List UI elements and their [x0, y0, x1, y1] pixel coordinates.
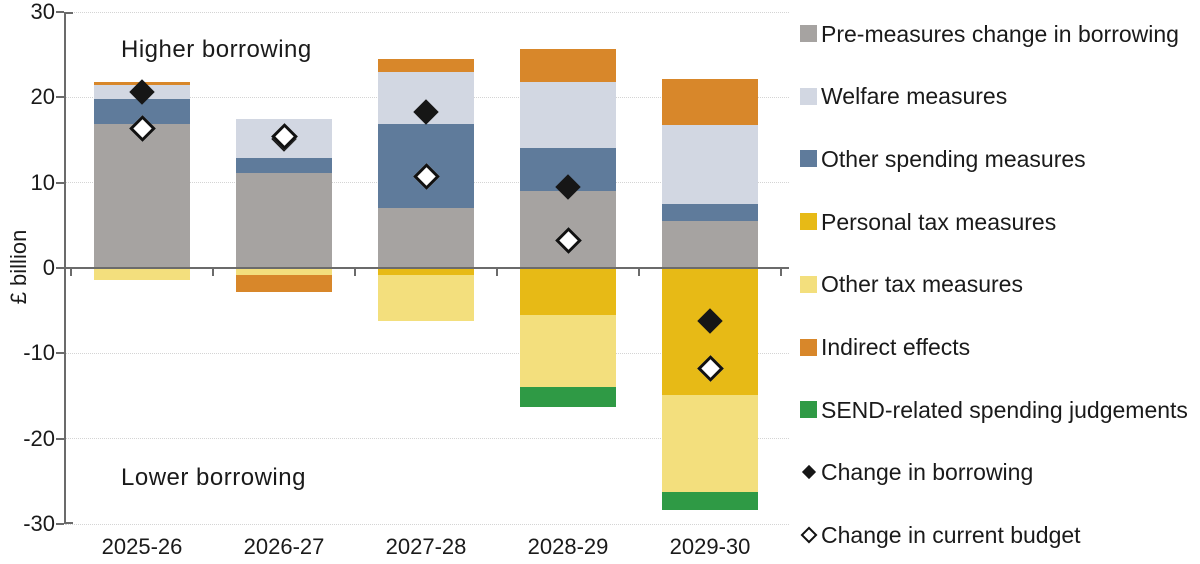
bar-segment-welfare-measures-2028-29: [520, 81, 616, 148]
legend-item-pre-measures-change-in-borrowing: Pre-measures change in borrowing: [800, 2, 1179, 65]
bar-segment-indirect-effects-2028-29: [520, 48, 616, 82]
bar-segment-send-related-spending-judgements-2029-30: [662, 491, 758, 511]
legend-item-label: Change in borrowing: [821, 459, 1034, 486]
legend-item-label: Personal tax measures: [821, 208, 1057, 235]
y-tick-label--20: -20: [23, 425, 55, 451]
y-axis-tick-20: [56, 96, 64, 99]
legend-item-other-spending-measures: Other spending measures: [800, 127, 1086, 190]
x-axis-tick: [496, 268, 498, 276]
legend-swatch-change-in-borrowing: [800, 464, 821, 481]
x-axis-tick: [638, 268, 640, 276]
bar-segment-personal-tax-measures-2028-29: [520, 268, 616, 315]
legend-swatch-indirect-effects: [800, 338, 817, 356]
gridline-30: [65, 11, 789, 13]
x-tick-label-2029-30: 2029-30: [669, 534, 751, 559]
bar-segment-send-related-spending-judgements-2028-29: [520, 387, 616, 408]
x-tick-label-2025-26: 2025-26: [101, 534, 183, 559]
legend-swatch-other-tax-measures: [800, 275, 817, 293]
legend-item-label: Other spending measures: [821, 145, 1086, 172]
legend-item-change-in-borrowing: Change in borrowing: [800, 441, 1033, 504]
x-axis-zero-line: [64, 267, 789, 269]
bar-segment-other-tax-measures-2025-26: [94, 268, 190, 280]
legend-swatch-change-in-current-budget: [800, 526, 821, 544]
x-tick-label-2026-27: 2026-27: [243, 534, 325, 559]
gridline--20: [65, 438, 789, 440]
bar-segment-other-tax-measures-2028-29: [520, 314, 616, 388]
legend-swatch-personal-tax-measures: [800, 213, 817, 231]
bar-segment-other-tax-measures-2027-28: [378, 274, 474, 321]
x-axis-tick: [780, 268, 782, 276]
y-axis-tick--20: [56, 437, 64, 440]
gridline--10: [65, 352, 789, 354]
legend-item-label: Indirect effects: [821, 334, 971, 360]
legend-item-indirect-effects: Indirect effects: [800, 316, 970, 379]
y-tick-label--30: -30: [23, 511, 55, 536]
y-tick-label-30: 30: [30, 0, 55, 24]
x-axis-tick: [70, 268, 72, 276]
y-axis-end-cap-bottom: [65, 522, 73, 524]
legend-item-label: Pre-measures change in borrowing: [821, 20, 1179, 47]
open-diamond-icon: [800, 526, 818, 544]
legend-item-change-in-current-budget: Change in current budget: [800, 504, 1081, 564]
legend-item-label: Other tax measures: [821, 271, 1023, 298]
legend-item-other-tax-measures: Other tax measures: [800, 253, 1023, 316]
y-axis-tick--10: [56, 352, 64, 355]
legend-item-send-related-spending-judgements: SEND-related spending judgements: [800, 378, 1188, 441]
legend-swatch-welfare-measures: [800, 87, 817, 105]
annotation-lower-borrowing: Lower borrowing: [121, 464, 306, 491]
bar-segment-pre-measures-change-in-borrowing-2029-30: [662, 221, 758, 268]
bar-segment-indirect-effects-2027-28: [378, 58, 474, 72]
y-axis-tick-30: [56, 11, 64, 13]
legend-swatch-send-related-spending-judgements: [800, 401, 817, 419]
filled-diamond-icon: [801, 465, 817, 480]
y-tick-label-0: 0: [42, 255, 55, 280]
bar-segment-indirect-effects-2029-30: [662, 78, 758, 126]
legend-item-label: Welfare measures: [821, 83, 1008, 110]
legend-item-personal-tax-measures: Personal tax measures: [800, 190, 1056, 253]
legend-swatch-pre-measures-change-in-borrowing: [800, 25, 817, 42]
legend-item-welfare-measures: Welfare measures: [800, 65, 1007, 128]
y-axis-line: [64, 12, 66, 524]
y-axis-tick-0: [56, 267, 64, 269]
x-axis-tick: [212, 268, 214, 276]
bar-segment-other-spending-measures-2026-27: [236, 157, 332, 174]
bar-segment-other-tax-measures-2026-27: [236, 268, 332, 275]
legend-item-label: Change in current budget: [821, 522, 1081, 549]
y-tick-label-10: 10: [30, 169, 55, 195]
bar-segment-pre-measures-change-in-borrowing-2025-26: [94, 123, 190, 268]
legend-swatch-other-spending-measures: [800, 150, 817, 168]
legend-item-label: SEND-related spending judgements: [821, 396, 1188, 423]
y-axis-tick-10: [56, 181, 64, 184]
bar-segment-pre-measures-change-in-borrowing-2027-28: [378, 208, 474, 268]
x-axis-tick: [354, 268, 356, 276]
y-tick-label-20: 20: [30, 84, 55, 110]
y-axis-tick--30: [56, 523, 64, 525]
gridline--30: [65, 523, 789, 525]
bar-segment-other-tax-measures-2029-30: [662, 395, 758, 492]
bar-segment-welfare-measures-2029-30: [662, 125, 758, 204]
annotation-higher-borrowing: Higher borrowing: [121, 36, 312, 63]
bar-segment-other-spending-measures-2029-30: [662, 204, 758, 222]
legend: Pre-measures change in borrowing Welfare …: [800, 2, 1198, 562]
bar-segment-pre-measures-change-in-borrowing-2026-27: [236, 173, 332, 268]
bar-segment-personal-tax-measures-2027-28: [378, 268, 474, 275]
y-axis-end-cap-top: [65, 12, 73, 14]
bar-segment-indirect-effects-2026-27: [236, 274, 332, 292]
y-tick-label--10: -10: [23, 340, 55, 366]
x-tick-label-2027-28: 2027-28: [385, 534, 467, 559]
x-tick-label-2028-29: 2028-29: [527, 534, 609, 559]
